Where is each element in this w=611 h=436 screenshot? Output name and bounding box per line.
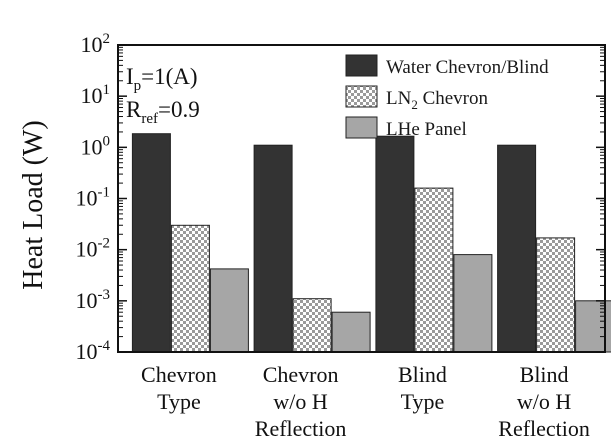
bar-2-0: [209, 268, 249, 353]
legend-label-0: Water Chevron/Blind: [386, 57, 549, 78]
category-label-2-1: Type: [401, 389, 445, 414]
category-label-1-0: Chevron: [263, 362, 339, 387]
category-label-2-0: Blind: [398, 362, 447, 387]
y-tick-label-0: 102: [81, 31, 111, 57]
bar-0-0: [131, 133, 171, 353]
y-tick-label-5: 10-3: [76, 287, 111, 313]
category-label-1-1: w/o H: [273, 389, 328, 414]
y-axis-label: Heat Load (W): [18, 120, 49, 289]
category-label-3-2: Reflection: [498, 416, 590, 436]
bar-1-2: [414, 187, 454, 353]
y-tick-label-2: 100: [81, 133, 111, 159]
legend-swatch-0: [345, 54, 378, 77]
bar-2-1: [331, 311, 371, 353]
y-tick-label-1: 101: [81, 82, 111, 108]
bar-2-2: [453, 254, 493, 353]
legend-swatch-2: [345, 116, 378, 139]
category-label-0-1: Type: [157, 389, 201, 414]
bar-1-1: [292, 298, 332, 353]
annotation-1: Rref=0.9: [126, 97, 200, 127]
bar-0-3: [497, 144, 537, 353]
bar-1-0: [170, 224, 210, 353]
category-label-0-0: Chevron: [141, 362, 217, 387]
annotation-0: Ip=1(A): [126, 64, 198, 94]
y-tick-label-3: 10-1: [76, 185, 111, 211]
y-tick-label-6: 10-4: [76, 338, 111, 364]
legend-label-2: LHe Panel: [386, 119, 467, 140]
category-label-1-2: Reflection: [255, 416, 347, 436]
legend-label-1: LN2 Chevron: [386, 88, 489, 112]
y-tick-label-4: 10-2: [76, 236, 111, 262]
bar-1-3: [536, 237, 576, 353]
legend-swatch-1: [345, 85, 378, 108]
bar-0-2: [375, 135, 415, 353]
category-label-3-0: Blind: [520, 362, 569, 387]
category-label-3-1: w/o H: [517, 389, 572, 414]
bar-0-1: [253, 144, 293, 353]
